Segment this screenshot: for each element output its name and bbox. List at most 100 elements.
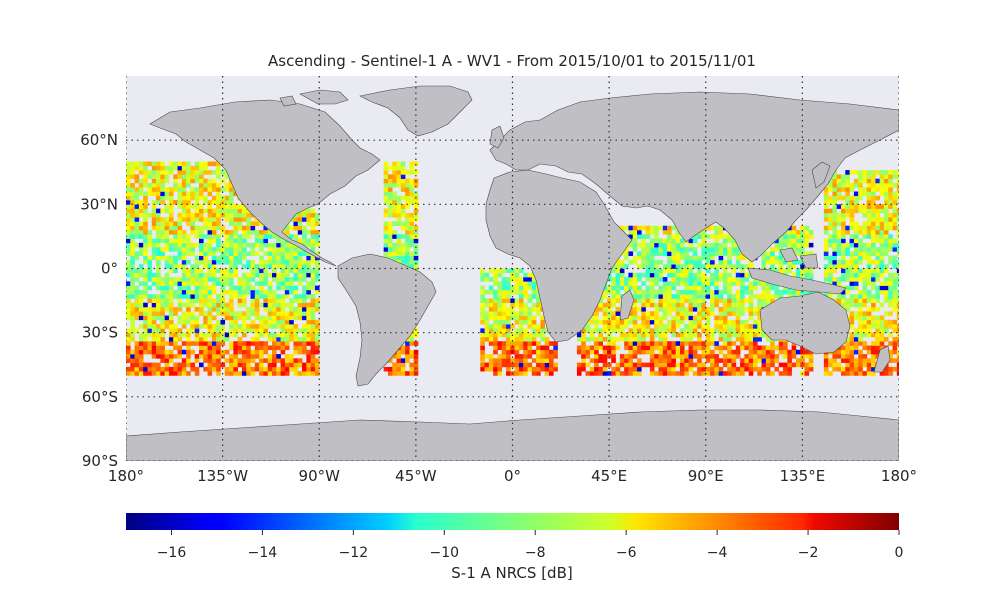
heat-cell	[667, 354, 672, 359]
heat-cell	[757, 324, 762, 329]
heat-cell	[289, 277, 294, 282]
heat-cell	[237, 362, 243, 368]
heat-cell	[540, 366, 545, 372]
heat-cell	[156, 187, 161, 192]
heat-cell	[740, 319, 745, 325]
heat-cell	[211, 324, 217, 329]
heat-cell	[727, 238, 732, 244]
heat-cell	[875, 307, 880, 312]
heat-cell	[585, 349, 591, 355]
heat-cell	[272, 294, 277, 299]
heat-cell	[272, 242, 277, 248]
heat-cell	[875, 230, 880, 235]
heat-cell	[276, 336, 281, 342]
heat-cell	[761, 345, 767, 351]
heat-cell	[173, 371, 178, 376]
heat-cell	[800, 230, 805, 235]
heat-cell	[254, 238, 260, 244]
heat-cell	[795, 251, 801, 256]
heat-cell	[675, 277, 681, 282]
heat-cell	[147, 349, 153, 355]
heat-cell	[186, 311, 191, 316]
heat-cell	[671, 238, 676, 244]
heat-cell	[697, 319, 702, 325]
heat-cell	[194, 187, 200, 192]
heat-cell	[267, 324, 273, 329]
heat-cell	[413, 204, 419, 209]
heat-cell	[602, 319, 608, 325]
heat-cell	[649, 264, 655, 269]
heat-cell	[186, 315, 191, 321]
heat-cell	[632, 371, 638, 376]
heat-cell	[259, 362, 264, 368]
heat-cell	[641, 315, 646, 321]
heat-cell	[501, 277, 507, 282]
heat-cell	[143, 225, 148, 231]
heat-cell	[654, 264, 659, 269]
heat-cell	[164, 349, 170, 355]
heat-cell	[164, 324, 170, 329]
heat-cell	[143, 311, 148, 316]
heat-cell	[237, 238, 243, 244]
heat-cell	[692, 277, 698, 282]
heat-cell	[875, 264, 880, 269]
heat-cell	[297, 251, 303, 256]
heat-cell	[181, 195, 187, 201]
heat-cell	[314, 230, 320, 235]
heat-cell	[263, 328, 269, 333]
heat-cell	[679, 238, 685, 244]
heat-cell	[518, 336, 524, 342]
heat-cell	[199, 178, 204, 184]
heat-cell	[173, 200, 178, 205]
heat-cell	[823, 371, 829, 376]
heat-cell	[199, 294, 204, 299]
heat-cell	[220, 341, 226, 346]
heat-cell	[701, 242, 707, 248]
heat-cell	[632, 259, 638, 265]
heat-cell	[267, 366, 273, 372]
heat-cell	[841, 225, 846, 231]
heat-cell	[177, 217, 183, 222]
heat-cell	[259, 221, 264, 227]
heat-cell	[701, 341, 707, 346]
heat-cell	[722, 328, 728, 333]
heat-cell	[849, 302, 855, 308]
heat-cell	[671, 332, 676, 338]
heat-cell	[879, 225, 885, 231]
heat-cell	[160, 195, 165, 201]
heat-cell	[645, 298, 651, 304]
heat-cell	[896, 362, 899, 368]
heat-cell	[714, 234, 719, 239]
heat-cell	[297, 302, 303, 308]
heat-cell	[194, 319, 200, 325]
heat-cell	[823, 251, 829, 256]
heat-cell	[224, 302, 230, 308]
heat-cell	[138, 307, 144, 312]
heat-cell	[632, 277, 638, 282]
heat-cell	[147, 294, 153, 299]
heat-cell	[858, 349, 863, 355]
heat-cell	[203, 341, 208, 346]
heat-cell	[203, 281, 208, 286]
heat-cell	[147, 319, 153, 325]
heat-cell	[405, 200, 410, 205]
heat-cell	[280, 307, 286, 312]
heat-cell	[602, 336, 608, 342]
heat-cell	[514, 336, 520, 342]
heat-cell	[173, 281, 178, 286]
heat-cell	[675, 307, 681, 312]
heat-cell	[297, 217, 303, 222]
heat-cell	[156, 315, 161, 321]
heat-cell	[637, 255, 642, 261]
heat-cell	[849, 268, 855, 274]
heat-cell	[628, 345, 634, 351]
heat-cell	[645, 259, 651, 265]
heat-cell	[849, 234, 855, 239]
heat-cell	[523, 307, 528, 312]
heat-cell	[598, 302, 603, 308]
heat-cell	[181, 217, 187, 222]
heat-cell	[783, 349, 788, 355]
heat-cell	[293, 336, 299, 342]
heat-cell	[615, 259, 621, 265]
heat-cell	[233, 268, 238, 274]
